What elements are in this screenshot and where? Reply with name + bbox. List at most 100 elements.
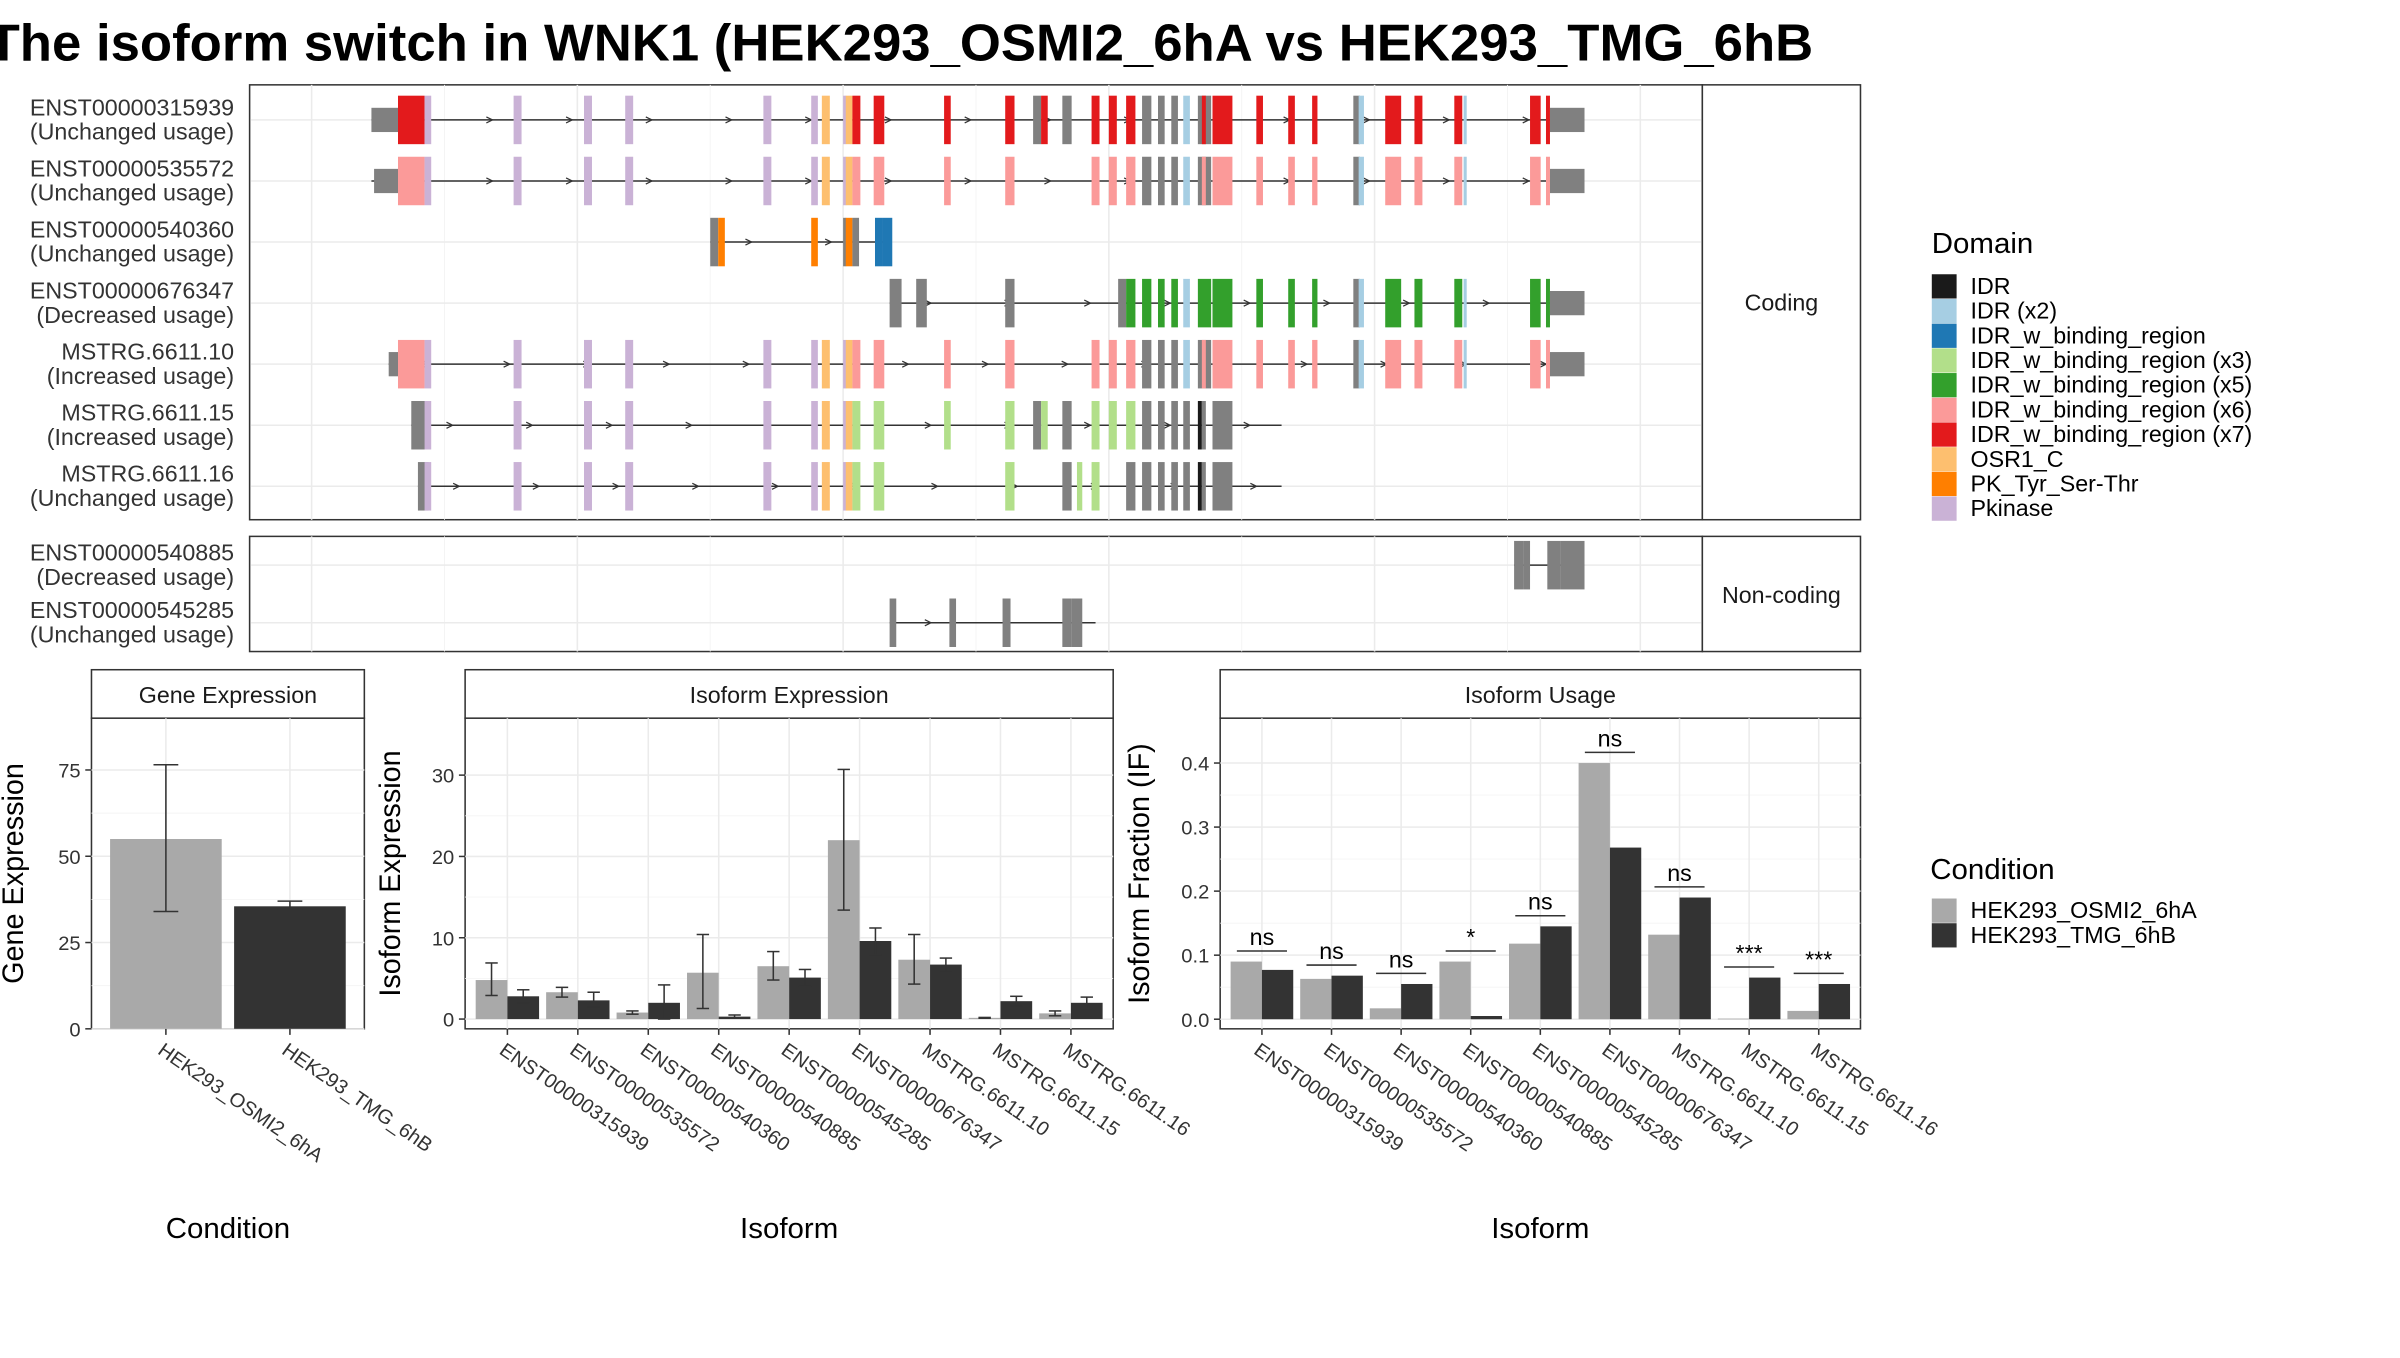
exon-block: [1158, 462, 1165, 511]
direction-arrow: [612, 482, 621, 490]
exon-block: [944, 339, 951, 389]
exon-block: [513, 339, 522, 389]
exon-block: [1545, 339, 1550, 389]
exon-block: [1005, 462, 1015, 511]
exon-block: [388, 352, 398, 377]
domain-legend-key: [1931, 422, 1957, 447]
exon-block: [513, 156, 522, 206]
exon-block: [1212, 339, 1233, 389]
exon-block: [1108, 95, 1117, 145]
exon-block: [1108, 339, 1117, 389]
exon-block: [882, 217, 893, 267]
x-axis-title: Isoform: [1491, 1213, 1589, 1245]
y-tick-label: 75: [58, 761, 80, 783]
bar: [1401, 983, 1433, 1020]
exon-block: [852, 400, 861, 450]
domain-legend-key: [1931, 496, 1957, 521]
noncoding-strip-label: Non-coding: [1722, 582, 1841, 608]
direction-arrow: [645, 177, 654, 185]
exon-block: [1288, 278, 1295, 328]
noncoding-panel-grid: [310, 536, 1642, 652]
exon-block: [1530, 278, 1541, 328]
direction-arrow: [1083, 421, 1092, 429]
direction-arrow: [605, 421, 614, 429]
exon-block: [873, 156, 885, 206]
exon-block: [1183, 339, 1190, 389]
exon-block: [1062, 598, 1072, 647]
bar: [1717, 1018, 1750, 1020]
direction-arrow: [525, 421, 534, 429]
facet-strip: [1219, 668, 1862, 719]
exon-block: [1183, 95, 1190, 145]
bar: [1578, 763, 1610, 1020]
exon-block: [424, 462, 432, 511]
exon-block: [821, 339, 830, 389]
direction-arrow: [1300, 360, 1309, 368]
domain-legend-key: [1931, 397, 1957, 422]
y-tick-label: 20: [432, 847, 454, 869]
exon-block: [584, 462, 592, 511]
exon-block: [424, 95, 432, 145]
y-axis-title: Isoform Fraction (IF): [1124, 743, 1156, 1004]
direction-arrow: [446, 421, 455, 429]
exon-block: [625, 339, 634, 389]
exon-block: [1108, 400, 1117, 450]
exon-block: [1171, 156, 1178, 206]
exon-block: [1126, 462, 1136, 511]
x-axis-title: Condition: [166, 1213, 290, 1245]
direction-arrow: [884, 177, 893, 185]
domain-legend-key: [1931, 274, 1957, 299]
exon-block: [1041, 400, 1048, 450]
condition-legend-label: HEK293_TMG_6hB: [1971, 922, 2176, 948]
domain-legend-key: [1931, 323, 1957, 348]
exon-block: [1530, 339, 1541, 389]
y-axis-title: Isoform Expression: [375, 750, 407, 996]
exon-block: [1454, 278, 1463, 328]
exon-block: [944, 156, 951, 206]
direction-arrow: [1363, 177, 1371, 185]
exon-block: [1312, 156, 1318, 206]
significance-label: ***: [1736, 940, 1763, 966]
direction-arrow: [1163, 299, 1172, 307]
exon-block: [1091, 95, 1100, 145]
exon-block: [845, 217, 853, 267]
exon-block: [1358, 156, 1364, 206]
domain-legend-title: Domain: [1932, 228, 2033, 260]
exon-block: [1212, 156, 1233, 206]
exon-block: [811, 339, 818, 389]
direction-arrow: [901, 360, 910, 368]
direction-arrow: [742, 360, 751, 368]
exon-block: [843, 156, 847, 206]
condition-legend-title: Condition: [1930, 854, 2054, 886]
direction-arrow: [1083, 299, 1092, 307]
exon-block: [1353, 156, 1360, 206]
exon-block: [1549, 290, 1585, 316]
y-tick-label: 0.3: [1181, 818, 1209, 840]
significance-label: ns: [1389, 947, 1414, 973]
noncoding-strip: [1701, 535, 1862, 653]
exon-block: [1212, 462, 1233, 511]
direction-arrow: [771, 482, 780, 490]
direction-arrow: [486, 177, 494, 185]
exon-block: [944, 400, 951, 450]
bar: [234, 906, 346, 1029]
exon-block: [1142, 339, 1152, 389]
exon-block: [1201, 339, 1206, 389]
exon-block: [424, 400, 432, 450]
direction-arrow: [924, 619, 933, 627]
direction-arrow: [1243, 421, 1252, 429]
direction-arrow: [745, 238, 754, 246]
exon-block: [1523, 540, 1531, 590]
exon-block: [852, 462, 861, 511]
transcript-id-label: ENST00000676347: [30, 278, 234, 304]
exon-block: [1118, 278, 1127, 328]
bar: [616, 1012, 649, 1020]
exon-block: [873, 95, 885, 145]
exon-block: [845, 400, 853, 450]
bar: [1609, 847, 1642, 1020]
exon-block: [1183, 400, 1190, 450]
exon-block: [1414, 339, 1423, 389]
exon-block: [1463, 339, 1467, 389]
exon-block: [1005, 156, 1015, 206]
